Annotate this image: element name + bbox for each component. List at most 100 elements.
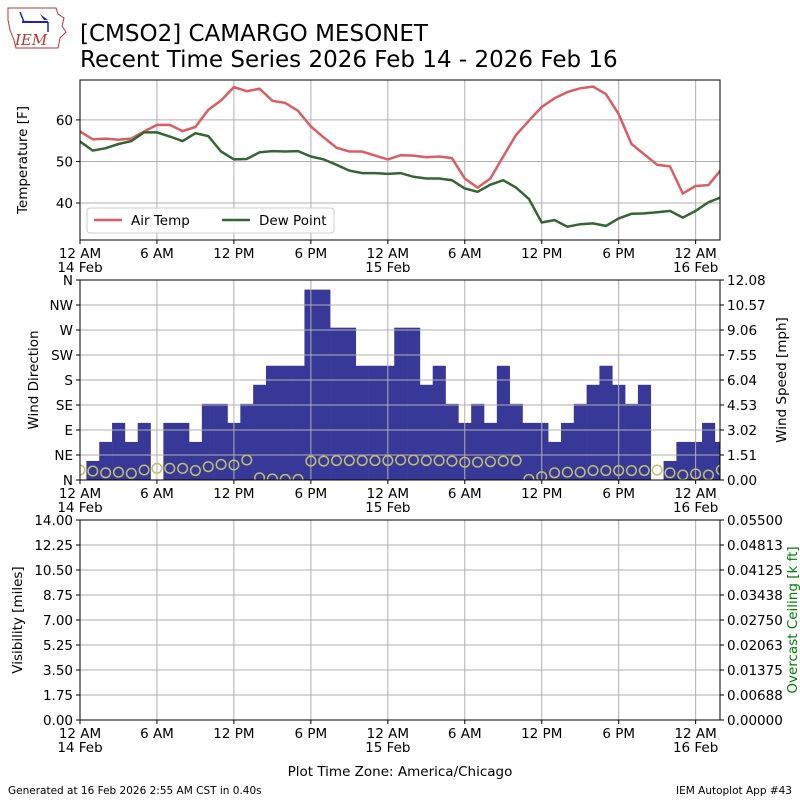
x-tick-label: 6 AM <box>448 726 482 742</box>
y2-axis-label: Overcast Ceiling [k ft] <box>785 546 800 693</box>
x-tick-label: 6 PM <box>602 246 635 262</box>
wind-direction-point <box>574 466 586 478</box>
wind-direction-point <box>613 465 625 477</box>
wind-speed-bar <box>445 403 459 480</box>
title-line2: Recent Time Series 2026 Feb 14 - 2026 Fe… <box>80 47 618 73</box>
wind-speed-bar <box>317 289 331 480</box>
wind-direction-point <box>87 465 99 477</box>
wind-speed-bar <box>355 365 369 480</box>
wind-speed-bar <box>573 403 587 480</box>
wind-direction-point <box>125 467 137 479</box>
wind-direction-point <box>228 459 240 471</box>
left-y-tick-label: 7.00 <box>43 613 73 629</box>
left-y-tick-label: 14.00 <box>34 513 73 529</box>
wind-speed-bar <box>99 441 113 480</box>
wind-direction-point <box>446 455 458 467</box>
wind-direction-point <box>407 454 420 466</box>
x-tick-label: 6 PM <box>295 486 328 502</box>
wind-direction-point <box>548 467 561 479</box>
wind-speed-bar <box>586 384 600 480</box>
x-tick-date: 15 Feb <box>365 500 410 516</box>
wind-speed-bar <box>342 327 357 480</box>
right-y-tick-label: 4.53 <box>727 398 757 414</box>
wind-direction-point <box>433 455 445 467</box>
right-y-tick-label: 0.00 <box>727 473 757 489</box>
left-y-tick-label: 5.25 <box>43 638 73 654</box>
x-tick-label: 12 AM <box>367 726 409 742</box>
x-tick-label: 12 PM <box>521 726 562 742</box>
left-y-tick-label: 40 <box>56 196 73 212</box>
right-y-tick-label: 7.55 <box>727 348 757 364</box>
y2-axis-label: Wind Speed [mph] <box>774 317 790 443</box>
x-tick-label: 6 AM <box>448 486 482 502</box>
right-y-tick-label: 0.01375 <box>727 663 783 679</box>
legend-label: Dew Point <box>259 213 327 229</box>
x-tick-label: 6 PM <box>602 726 635 742</box>
right-y-tick-label: 3.02 <box>727 423 757 439</box>
right-y-tick-label: 1.51 <box>727 448 757 464</box>
left-y-tick-label: NW <box>50 298 73 314</box>
wind-direction-point <box>151 462 163 474</box>
x-tick-label: 12 PM <box>213 726 254 742</box>
wind-direction-point <box>561 466 573 478</box>
left-y-tick-label: 60 <box>56 113 73 129</box>
wind-speed-bar <box>330 327 344 480</box>
wind-speed-bar <box>265 365 280 480</box>
wind-speed-bar <box>432 365 446 480</box>
left-y-tick-label: 3.50 <box>43 663 73 679</box>
wind-direction-point <box>305 455 317 467</box>
wind-direction-point <box>587 465 599 477</box>
x-tick-label: 6 AM <box>140 486 174 502</box>
legend: Air Temp Dew Point <box>86 207 335 234</box>
wind-speed-bar <box>240 403 254 480</box>
x-tick-label: 6 AM <box>140 246 174 262</box>
left-y-tick-label: SW <box>51 348 73 364</box>
series-line-air-temp <box>80 85 720 196</box>
wind-direction-point <box>292 473 304 480</box>
left-y-tick-label: W <box>60 323 73 339</box>
x-tick-date: 14 Feb <box>57 740 102 756</box>
wind-direction-point <box>382 455 394 467</box>
x-tick-date: 16 Feb <box>673 740 718 756</box>
wind-direction-point <box>664 467 676 479</box>
wind-direction-point <box>202 461 214 473</box>
right-y-tick-label: 0.03438 <box>727 588 783 604</box>
x-tick-label: 12 AM <box>674 246 716 262</box>
left-y-tick-label: 50 <box>56 154 73 170</box>
wind-speed-bar <box>548 441 562 480</box>
wind-direction-point <box>112 466 125 478</box>
right-y-tick-label: 12.08 <box>727 273 766 289</box>
wind-direction-point <box>254 472 266 480</box>
wind-speed-bar <box>471 403 485 480</box>
wind-speed-bar <box>189 441 203 480</box>
x-tick-date: 16 Feb <box>673 500 718 516</box>
wind-direction-point <box>510 455 522 467</box>
plot-frame <box>79 79 721 241</box>
wind-direction-point <box>638 465 650 477</box>
wind-direction-point <box>459 456 471 468</box>
wind-speed-bar <box>291 365 305 480</box>
legend-box <box>86 207 335 234</box>
x-tick-label: 12 AM <box>367 246 409 262</box>
wind-direction-point <box>472 456 484 468</box>
wind-direction-point <box>651 464 663 476</box>
left-y-tick-label: 8.75 <box>43 588 73 604</box>
wind-direction-point <box>484 456 496 468</box>
x-tick-label: 12 PM <box>213 486 254 502</box>
left-y-tick-label: SE <box>56 398 73 414</box>
x-tick-date: 16 Feb <box>673 260 718 276</box>
wind-speed-bar <box>560 422 575 480</box>
wind-speed-bar <box>112 422 126 480</box>
wind-speed-bar <box>278 365 292 480</box>
wind-direction-point <box>497 455 509 467</box>
right-y-tick-label: 0.00000 <box>727 713 783 729</box>
legend-label: Air Temp <box>131 213 190 229</box>
x-tick-label: 12 PM <box>521 486 562 502</box>
right-y-tick-label: 0.04125 <box>727 563 783 579</box>
x-tick-label: 6 PM <box>602 486 635 502</box>
wind-speed-bar <box>625 403 639 480</box>
logo-text: IEM <box>14 31 48 49</box>
left-y-tick-label: N <box>63 273 73 289</box>
